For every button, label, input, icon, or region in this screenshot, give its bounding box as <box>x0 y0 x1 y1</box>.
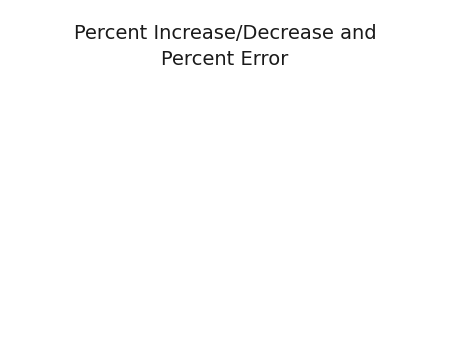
Text: Percent Increase/Decrease and
Percent Error: Percent Increase/Decrease and Percent Er… <box>74 24 376 69</box>
